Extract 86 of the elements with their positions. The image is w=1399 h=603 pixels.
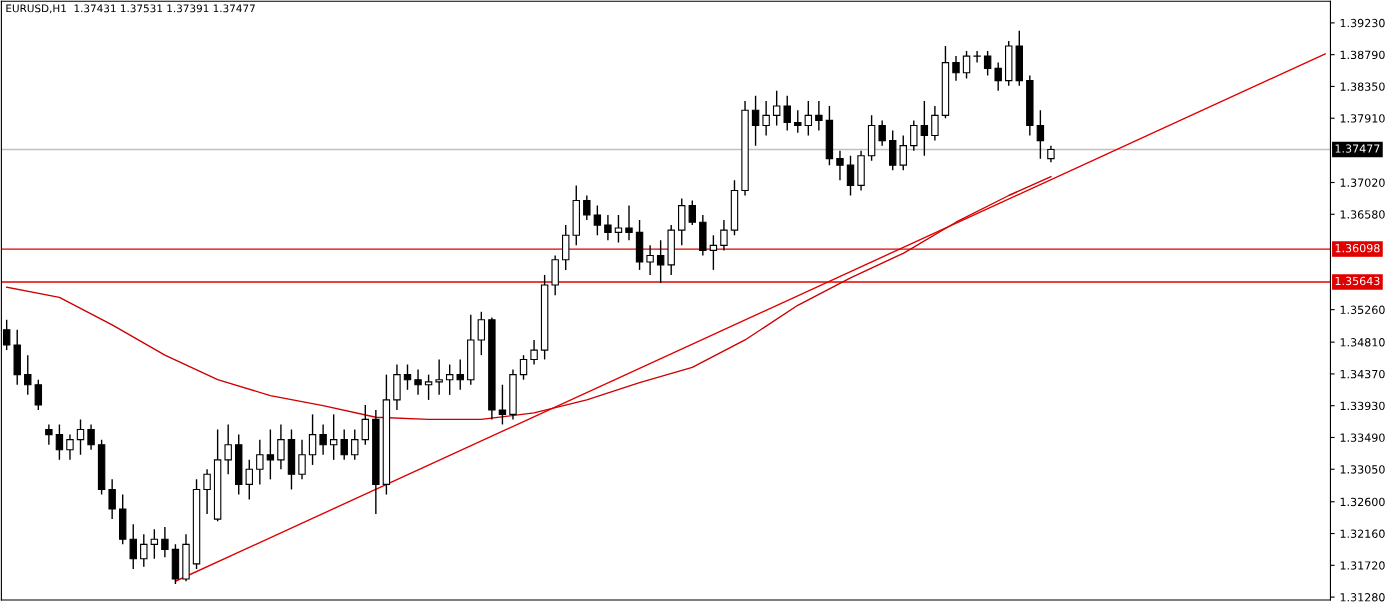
ref-line-label: 1.37477: [1335, 144, 1380, 153]
candlestick: [329, 413, 338, 461]
candlestick: [583, 194, 591, 221]
y-tick-label: 1.39230: [1340, 18, 1385, 28]
candlestick: [604, 214, 612, 241]
line-series: [5, 176, 1052, 421]
candlestick: [931, 105, 939, 142]
candlestick: [646, 244, 654, 276]
y-tick-label: 1.34370: [1340, 369, 1385, 379]
candlestick: [34, 378, 43, 411]
candlestick: [150, 528, 159, 560]
candlestick: [224, 423, 232, 476]
candlestick: [656, 239, 665, 284]
candlestick: [45, 423, 53, 446]
candlestick: [519, 354, 528, 381]
candlestick: [973, 50, 981, 64]
candlestick: [76, 418, 85, 456]
candlestick: [614, 214, 623, 244]
candlestick: [108, 478, 116, 520]
candlestick: [66, 433, 74, 461]
candlestick: [256, 438, 264, 486]
candlestick: [783, 95, 791, 132]
candlestick: [277, 423, 285, 470]
candlestick: [804, 100, 813, 137]
candlestick: [815, 100, 823, 132]
candlestick: [878, 119, 886, 147]
candlestick: [899, 134, 907, 171]
y-tick-label: 1.35260: [1340, 305, 1385, 314]
y-tick-label: 1.31720: [1340, 561, 1385, 570]
candlestick: [1036, 109, 1045, 160]
candlestick: [477, 311, 486, 356]
ref-line-label: 1.36098: [1335, 243, 1380, 253]
candlestick: [530, 339, 538, 366]
candlestick: [414, 368, 422, 396]
candlestick: [161, 526, 169, 559]
y-tick-label: 1.38350: [1340, 82, 1385, 91]
y-tick-label: 1.34810: [1340, 338, 1385, 347]
candlestick: [846, 155, 855, 197]
y-tick-label: 1.38790: [1340, 50, 1385, 60]
candlestick: [351, 428, 359, 461]
candlestick: [266, 428, 275, 481]
candlestick: [319, 423, 327, 456]
candlestick: [403, 363, 412, 391]
candlestick: [424, 373, 433, 401]
candlestick: [720, 219, 728, 252]
candlestick: [762, 100, 770, 137]
candlestick: [308, 413, 317, 466]
y-tick-label: 1.33050: [1340, 465, 1385, 474]
candlestick: [836, 150, 844, 182]
candlestick: [593, 204, 602, 236]
candlestick: [952, 55, 960, 82]
candlestick: [688, 199, 697, 226]
candlestick: [994, 61, 1002, 92]
candlestick: [24, 354, 32, 396]
ref-line-label: 1.35643: [1335, 276, 1380, 286]
candlestick: [751, 95, 760, 147]
candlestick: [456, 358, 464, 391]
candlestick: [340, 428, 348, 461]
candlestick: [87, 423, 95, 451]
candlestick: [245, 459, 253, 501]
candlestick: [910, 119, 918, 152]
candlestick: [709, 234, 718, 271]
candlestick: [140, 533, 148, 568]
y-tick-label: 1.37910: [1340, 114, 1385, 123]
candlestick: [435, 358, 443, 396]
candlestick: [298, 438, 306, 481]
y-tick-label: 1.37020: [1340, 178, 1385, 187]
candlestick: [794, 109, 802, 134]
candlestick: [445, 363, 454, 396]
candlestick: [498, 384, 507, 426]
candlestick: [983, 50, 992, 77]
y-tick-label: 1.33490: [1340, 433, 1385, 442]
candlestick: [625, 204, 633, 241]
candlestick: [129, 523, 137, 570]
candlestick: [361, 404, 370, 446]
y-tick-label: 1.33930: [1340, 401, 1385, 411]
candlestick: [920, 100, 929, 157]
y-tick-label: 1.36580: [1340, 210, 1385, 219]
candlestick: [772, 90, 781, 127]
y-tick-label: 1.32600: [1340, 497, 1385, 507]
candlestick: [55, 423, 64, 461]
y-tick-label: 1.31280: [1340, 593, 1385, 602]
y-tick-label: 1.32160: [1340, 529, 1385, 538]
candlestick: [962, 50, 971, 80]
candlestick: [203, 468, 211, 515]
chart-title: EURUSD,H1 1.37431 1.37531 1.37391 1.37477: [6, 4, 255, 14]
